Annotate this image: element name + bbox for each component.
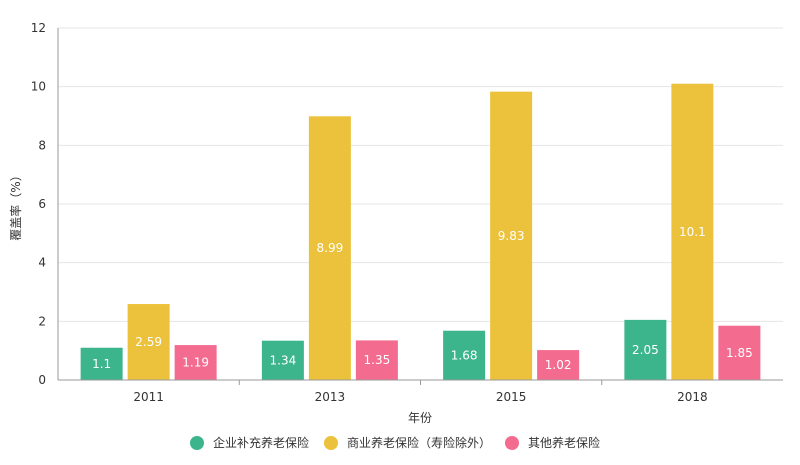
data-label: 10.1	[679, 225, 706, 239]
bar	[537, 350, 580, 380]
data-label: 1.34	[270, 353, 297, 367]
y-axis: 0 2 4 6 8 10 12	[31, 21, 59, 387]
y-tick-label: 2	[38, 314, 46, 328]
y-tick-label: 10	[31, 80, 46, 94]
data-label: 1.19	[182, 356, 209, 370]
x-axis-title: 年份	[408, 411, 432, 425]
bar	[127, 304, 170, 380]
x-tick-label: 2015	[496, 390, 527, 404]
legend-swatch	[505, 436, 519, 450]
legend-swatch	[190, 436, 204, 450]
data-label: 2.59	[135, 335, 162, 349]
y-tick-label: 6	[38, 197, 46, 211]
y-tick-label: 0	[38, 373, 46, 387]
bar	[443, 330, 486, 380]
bar	[174, 345, 217, 380]
x-axis: 2011 2013 2015 2018	[58, 379, 783, 404]
legend-swatch	[324, 436, 338, 450]
x-tick-label: 2011	[133, 390, 164, 404]
y-axis-title: 覆盖率（%）	[8, 169, 23, 240]
bar	[624, 319, 667, 380]
y-tick-label: 8	[38, 138, 46, 152]
legend-label: 商业养老保险（寿险除外）	[347, 435, 491, 450]
y-tick-label: 12	[31, 21, 46, 35]
legend-item: 商业养老保险（寿险除外）	[324, 435, 491, 450]
legend-item: 企业补充养老保险	[190, 435, 309, 450]
bar	[718, 325, 761, 380]
bar	[80, 347, 123, 380]
data-label: 1.35	[364, 353, 391, 367]
data-label: 2.05	[632, 343, 659, 357]
bar	[490, 91, 533, 381]
bars: 1.1 2.59 1.19 1.34 8.99 1.35 1.68 9.83 1.02 2.05 1…	[80, 83, 761, 381]
legend: 企业补充养老保险 商业养老保险（寿险除外） 其他养老保险	[190, 435, 600, 450]
bar	[355, 340, 398, 380]
legend-label: 企业补充养老保险	[213, 435, 309, 450]
x-tick-label: 2013	[315, 390, 346, 404]
legend-label: 其他养老保险	[528, 435, 600, 450]
data-label: 9.83	[498, 229, 525, 243]
data-label: 1.02	[545, 358, 572, 372]
data-label: 1.85	[726, 346, 753, 360]
bar	[671, 83, 714, 380]
data-label: 8.99	[317, 241, 344, 255]
x-tick-label: 2018	[677, 390, 708, 404]
data-label: 1.1	[92, 357, 111, 371]
data-label: 1.68	[451, 348, 478, 362]
y-tick-label: 4	[38, 256, 46, 270]
bar	[261, 340, 304, 380]
legend-item: 其他养老保险	[505, 435, 600, 450]
bar	[308, 116, 351, 380]
